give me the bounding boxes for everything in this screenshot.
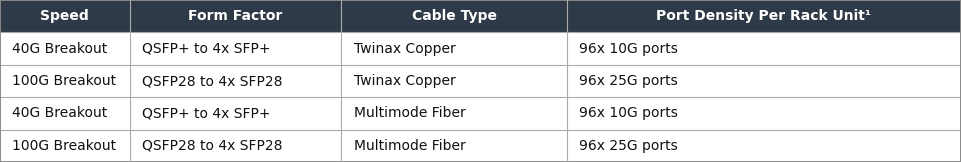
- Bar: [130, 65, 341, 97]
- Text: Cable Type: Cable Type: [411, 9, 497, 23]
- Bar: [341, 32, 567, 65]
- Bar: [567, 0, 961, 32]
- Bar: [567, 32, 961, 65]
- Bar: [567, 130, 961, 162]
- Text: 96x 25G ports: 96x 25G ports: [579, 74, 678, 88]
- Text: Multimode Fiber: Multimode Fiber: [354, 139, 465, 153]
- Bar: [341, 65, 567, 97]
- Text: 100G Breakout: 100G Breakout: [12, 74, 116, 88]
- Text: Twinax Copper: Twinax Copper: [354, 74, 456, 88]
- Text: Port Density Per Rack Unit¹: Port Density Per Rack Unit¹: [656, 9, 872, 23]
- Bar: [0, 32, 130, 65]
- Text: 100G Breakout: 100G Breakout: [12, 139, 116, 153]
- Text: Twinax Copper: Twinax Copper: [354, 42, 456, 56]
- Bar: [0, 97, 130, 130]
- Text: 40G Breakout: 40G Breakout: [12, 106, 108, 120]
- Bar: [0, 0, 130, 32]
- Text: 96x 25G ports: 96x 25G ports: [579, 139, 678, 153]
- Bar: [130, 32, 341, 65]
- Text: QSFP+ to 4x SFP+: QSFP+ to 4x SFP+: [142, 106, 271, 120]
- Bar: [0, 130, 130, 162]
- Text: 96x 10G ports: 96x 10G ports: [579, 106, 678, 120]
- Bar: [341, 97, 567, 130]
- Text: QSFP28 to 4x SFP28: QSFP28 to 4x SFP28: [142, 74, 283, 88]
- Bar: [130, 0, 341, 32]
- Bar: [341, 130, 567, 162]
- Text: Multimode Fiber: Multimode Fiber: [354, 106, 465, 120]
- Bar: [130, 130, 341, 162]
- Bar: [567, 97, 961, 130]
- Text: 96x 10G ports: 96x 10G ports: [579, 42, 678, 56]
- Bar: [130, 97, 341, 130]
- Text: 40G Breakout: 40G Breakout: [12, 42, 108, 56]
- Text: QSFP28 to 4x SFP28: QSFP28 to 4x SFP28: [142, 139, 283, 153]
- Text: QSFP+ to 4x SFP+: QSFP+ to 4x SFP+: [142, 42, 271, 56]
- Bar: [341, 0, 567, 32]
- Bar: [0, 65, 130, 97]
- Text: Form Factor: Form Factor: [188, 9, 283, 23]
- Bar: [567, 65, 961, 97]
- Text: Speed: Speed: [40, 9, 89, 23]
